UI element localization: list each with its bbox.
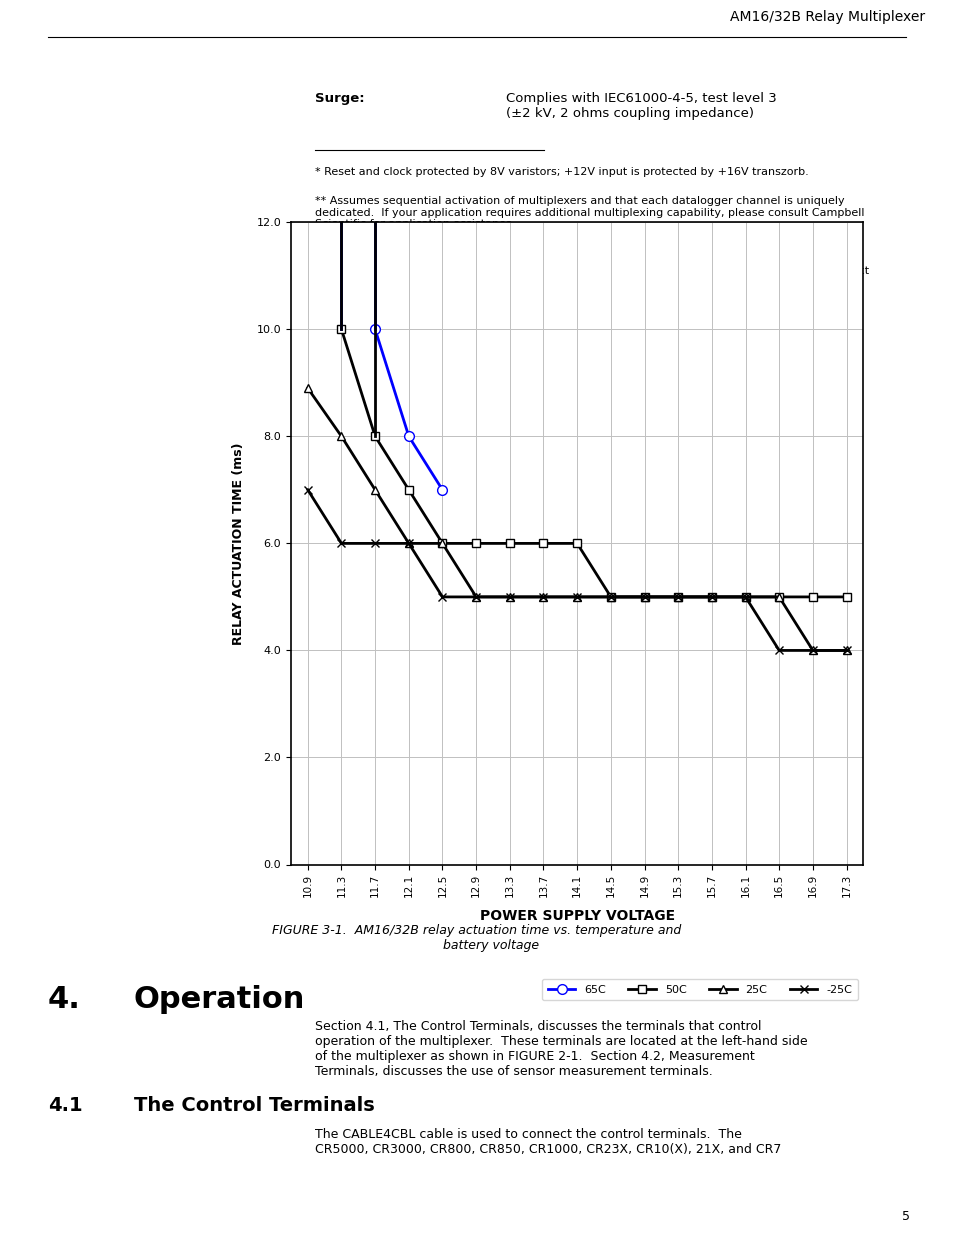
Legend: 65C, 50C, 25C, -25C: 65C, 50C, 25C, -25C bbox=[541, 979, 857, 1000]
Text: Complies with IEC61000-4-5, test level 3
(±2 kV, 2 ohms coupling impedance): Complies with IEC61000-4-5, test level 3… bbox=[505, 91, 776, 120]
Text: 4.1: 4.1 bbox=[48, 1095, 82, 1115]
Text: Operation: Operation bbox=[133, 986, 305, 1014]
X-axis label: POWER SUPPLY VOLTAGE: POWER SUPPLY VOLTAGE bbox=[479, 909, 674, 923]
Text: Surge:: Surge: bbox=[314, 91, 364, 105]
Text: Section 4.1, The Control Terminals, discusses the terminals that control
operati: Section 4.1, The Control Terminals, disc… bbox=[314, 1020, 806, 1078]
Text: AM16/32B Relay Multiplexer: AM16/32B Relay Multiplexer bbox=[729, 10, 924, 25]
Text: *** Switching currents greater than 30 mA (occasional 50 mA current is acceptabl: *** Switching currents greater than 30 m… bbox=[314, 254, 868, 310]
Y-axis label: RELAY ACTUATION TIME (ms): RELAY ACTUATION TIME (ms) bbox=[233, 442, 245, 645]
Text: The Control Terminals: The Control Terminals bbox=[133, 1095, 374, 1115]
Text: 5: 5 bbox=[902, 1210, 909, 1224]
Text: * Reset and clock protected by 8V varistors; +12V input is protected by +16V tra: * Reset and clock protected by 8V varist… bbox=[314, 167, 808, 177]
Text: 4.: 4. bbox=[48, 986, 80, 1014]
Text: FIGURE 3-1.  AM16/32B relay actuation time vs. temperature and
       battery vo: FIGURE 3-1. AM16/32B relay actuation tim… bbox=[273, 924, 680, 952]
Text: The CABLE4CBL cable is used to connect the control terminals.  The
CR5000, CR300: The CABLE4CBL cable is used to connect t… bbox=[314, 1129, 781, 1156]
Text: ** Assumes sequential activation of multiplexers and that each datalogger channe: ** Assumes sequential activation of mult… bbox=[314, 196, 863, 230]
